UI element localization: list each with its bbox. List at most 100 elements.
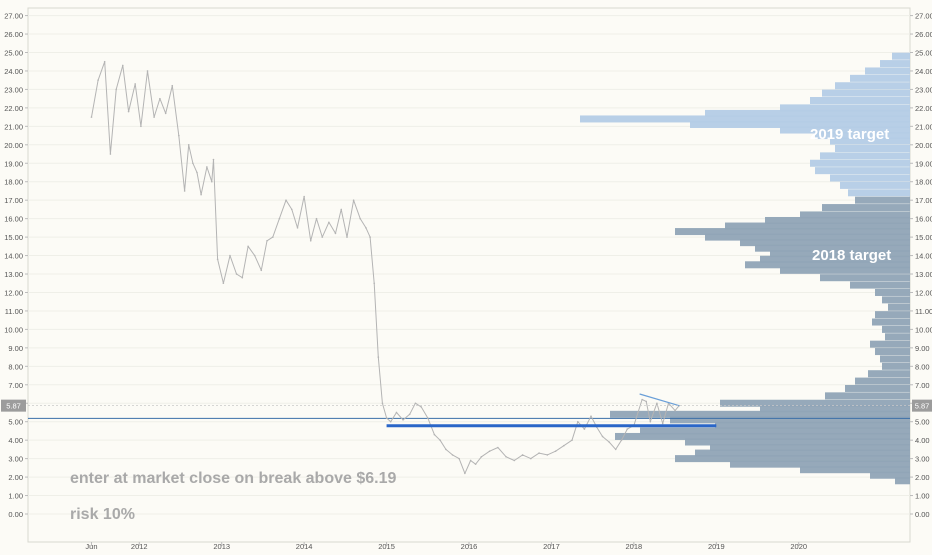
y-tick-label-left: 0.00 (8, 510, 23, 519)
volume-profile-bar (695, 449, 910, 457)
volume-profile-bar (840, 181, 910, 189)
price-point (641, 398, 643, 401)
volume-profile-bar (855, 377, 910, 385)
y-tick-label-left: 8.00 (8, 362, 23, 371)
volume-profile-bar (720, 399, 910, 407)
price-point (488, 450, 491, 453)
volume-profile-bar (815, 132, 910, 140)
price-point (216, 258, 219, 261)
price-point (334, 232, 337, 235)
y-tick-label-right: 5.00 (915, 418, 930, 427)
x-tick-label: 2020 (790, 542, 807, 550)
price-point (192, 162, 194, 165)
y-tick-label-right: 26.00 (915, 30, 932, 39)
y-tick-label-right: 21.00 (915, 122, 932, 131)
price-point (134, 83, 136, 85)
volume-profile-bar (830, 137, 910, 145)
price-point (352, 199, 355, 201)
volume-profile-bar (685, 438, 910, 446)
volume-profile-bar (865, 67, 910, 75)
price-point (474, 463, 477, 465)
price-point (278, 217, 281, 220)
x-tick-label: 2015 (378, 542, 395, 550)
price-point (109, 153, 112, 155)
volume-profile-bar (755, 244, 910, 252)
y-tick-label-left: 10.00 (4, 325, 23, 334)
price-point (97, 79, 99, 81)
volume-profile-bar (705, 233, 910, 241)
y-tick-label-right: 24.00 (915, 67, 932, 76)
y-tick-label-right: 27.00 (915, 12, 932, 21)
target-2019-label: 2019 target (810, 126, 890, 143)
price-point (373, 282, 376, 285)
y-tick-label-right: 11.00 (915, 307, 932, 316)
price-point (285, 199, 287, 201)
last-price-label-right: 5.87 (915, 402, 930, 411)
price-point (414, 402, 417, 405)
entry-note: enter at market close on break above $6.… (70, 470, 397, 487)
price-point (554, 450, 557, 453)
x-tick-label: 2012 (131, 542, 148, 550)
volume-profile-bar (800, 466, 910, 474)
price-point (206, 166, 208, 168)
price-point (121, 64, 124, 67)
y-tick-label-left: 3.00 (8, 455, 23, 464)
volume-profile-bar (882, 325, 910, 333)
y-tick-label-left: 9.00 (8, 344, 23, 353)
volume-profile-bar (822, 89, 910, 97)
price-point (546, 454, 549, 456)
y-tick-label-left: 4.00 (8, 436, 23, 445)
y-tick-label-right: 16.00 (915, 215, 932, 224)
price-point (321, 236, 324, 238)
y-tick-label-left: 24.00 (4, 67, 23, 76)
price-point (140, 125, 142, 128)
x-tick-label: 2018 (626, 542, 643, 550)
price-point (260, 269, 263, 272)
x-tick-label: Jun (85, 542, 97, 550)
y-tick-label-left: 2.00 (8, 473, 23, 482)
volume-profile-bar (880, 60, 910, 68)
volume-profile-bar (845, 384, 910, 392)
x-tick-label: 2014 (296, 542, 313, 550)
volume-profile-bar (888, 303, 910, 311)
price-point (183, 190, 186, 192)
price-point (649, 420, 652, 423)
y-tick-label-left: 7.00 (8, 381, 23, 390)
price-point (328, 221, 330, 224)
price-point (272, 236, 274, 238)
y-tick-label-left: 16.00 (4, 215, 23, 224)
volume-profile-bar (780, 104, 910, 112)
volume-profile-bar (675, 228, 910, 236)
volume-profile-bar (610, 410, 910, 418)
price-point (661, 422, 664, 425)
volume-profile-bar (825, 392, 910, 400)
volume-profile-bar (800, 211, 910, 219)
volume-profile-bar (730, 460, 910, 468)
volume-profile-bar (760, 405, 910, 413)
last-price-badge-left (1, 399, 26, 412)
price-point (620, 439, 623, 441)
price-point (211, 180, 213, 183)
y-tick-label-right: 9.00 (915, 344, 930, 353)
y-tick-label-right: 17.00 (915, 196, 932, 205)
volume-profile-bar (868, 370, 910, 378)
price-point (159, 97, 161, 100)
price-point (164, 112, 167, 115)
volume-profile-bar (725, 222, 910, 230)
price-point (222, 282, 225, 285)
price-point (433, 433, 436, 436)
target-2018-label: 2018 target (812, 247, 892, 264)
y-tick-label-left: 23.00 (4, 85, 23, 94)
x-tick-label: 2017 (543, 542, 560, 550)
y-tick-label-right: 13.00 (915, 270, 932, 279)
y-tick-label-left: 15.00 (4, 233, 23, 242)
volume-profile-bar (875, 311, 910, 319)
price-point (538, 452, 540, 454)
volume-profile-bar (765, 216, 910, 224)
price-point (674, 409, 676, 412)
volume-profile-bar (820, 152, 910, 160)
price-point (577, 420, 579, 423)
volume-profile-bar (882, 296, 910, 304)
